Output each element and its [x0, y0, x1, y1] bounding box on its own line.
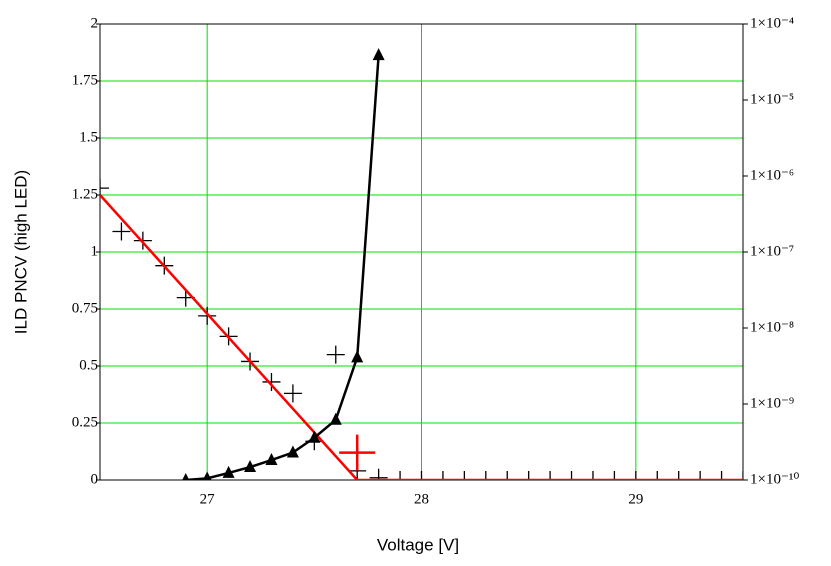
plus-marker — [455, 471, 474, 480]
plot-area — [100, 48, 743, 480]
y-tick-label: 0.25 — [72, 414, 98, 430]
plus-marker — [112, 222, 131, 241]
series-line — [185, 54, 380, 480]
y2-tick-label: 1×10⁻¹⁰ — [750, 471, 799, 487]
y2-tick-label: 1×10⁻⁹ — [750, 395, 794, 411]
triangle-marker — [372, 48, 385, 61]
plus-marker — [648, 471, 667, 480]
plus-marker — [476, 471, 495, 480]
y-tick-label: 1.25 — [72, 186, 98, 202]
x-tick-label: 29 — [628, 491, 643, 507]
plus-marker — [583, 471, 602, 480]
y-tick-label: 0.5 — [79, 357, 98, 373]
triangle-marker — [308, 430, 321, 443]
y-tick-label: 1 — [91, 243, 99, 259]
plus-marker — [498, 471, 517, 480]
plus-marker — [626, 471, 645, 480]
plus-marker — [712, 471, 731, 480]
y2-tick-label: 1×10⁻⁵ — [750, 91, 794, 107]
y2-tick-label: 1×10⁻⁸ — [750, 319, 794, 335]
x-tick-label: 28 — [414, 491, 429, 507]
y-tick-label: 1.5 — [79, 129, 98, 145]
plus-marker — [562, 471, 581, 480]
plus-marker — [669, 471, 688, 480]
plus-marker — [691, 471, 710, 480]
plus-marker — [605, 471, 624, 480]
y-tick-label: 0 — [91, 471, 99, 487]
plus-marker — [133, 231, 152, 250]
y-tick-label: 1.75 — [72, 72, 98, 88]
plus-marker — [391, 471, 410, 480]
plus-marker — [412, 471, 431, 480]
y-tick-label: 0.75 — [72, 300, 98, 316]
triangle-marker — [202, 471, 212, 480]
plus-marker — [369, 468, 388, 480]
triangle-marker — [244, 460, 257, 473]
plus-marker — [262, 372, 281, 391]
x-axis-label: Voltage [V] — [377, 535, 459, 554]
y-axis-label: ILD PNCV (high LED) — [11, 170, 30, 334]
triangle-marker — [329, 412, 342, 425]
triangle-marker — [222, 465, 235, 478]
plus-marker — [339, 434, 376, 471]
series-line — [100, 194, 743, 480]
y-tick-label: 2 — [91, 15, 99, 31]
plus-marker — [519, 471, 538, 480]
y2-tick-label: 1×10⁻⁴ — [750, 15, 794, 31]
plus-marker — [326, 345, 345, 364]
triangle-marker — [351, 350, 364, 363]
triangle-marker — [265, 453, 278, 466]
plus-marker — [283, 384, 302, 403]
plus-marker — [100, 179, 109, 198]
triangle-marker — [182, 473, 190, 480]
y2-tick-label: 1×10⁻⁶ — [750, 167, 794, 183]
plus-marker — [541, 471, 560, 480]
y2-tick-label: 1×10⁻⁷ — [750, 243, 794, 259]
triangle-marker — [286, 445, 299, 458]
plus-marker — [198, 306, 217, 325]
x-tick-label: 27 — [200, 491, 216, 507]
plus-marker — [433, 471, 452, 480]
